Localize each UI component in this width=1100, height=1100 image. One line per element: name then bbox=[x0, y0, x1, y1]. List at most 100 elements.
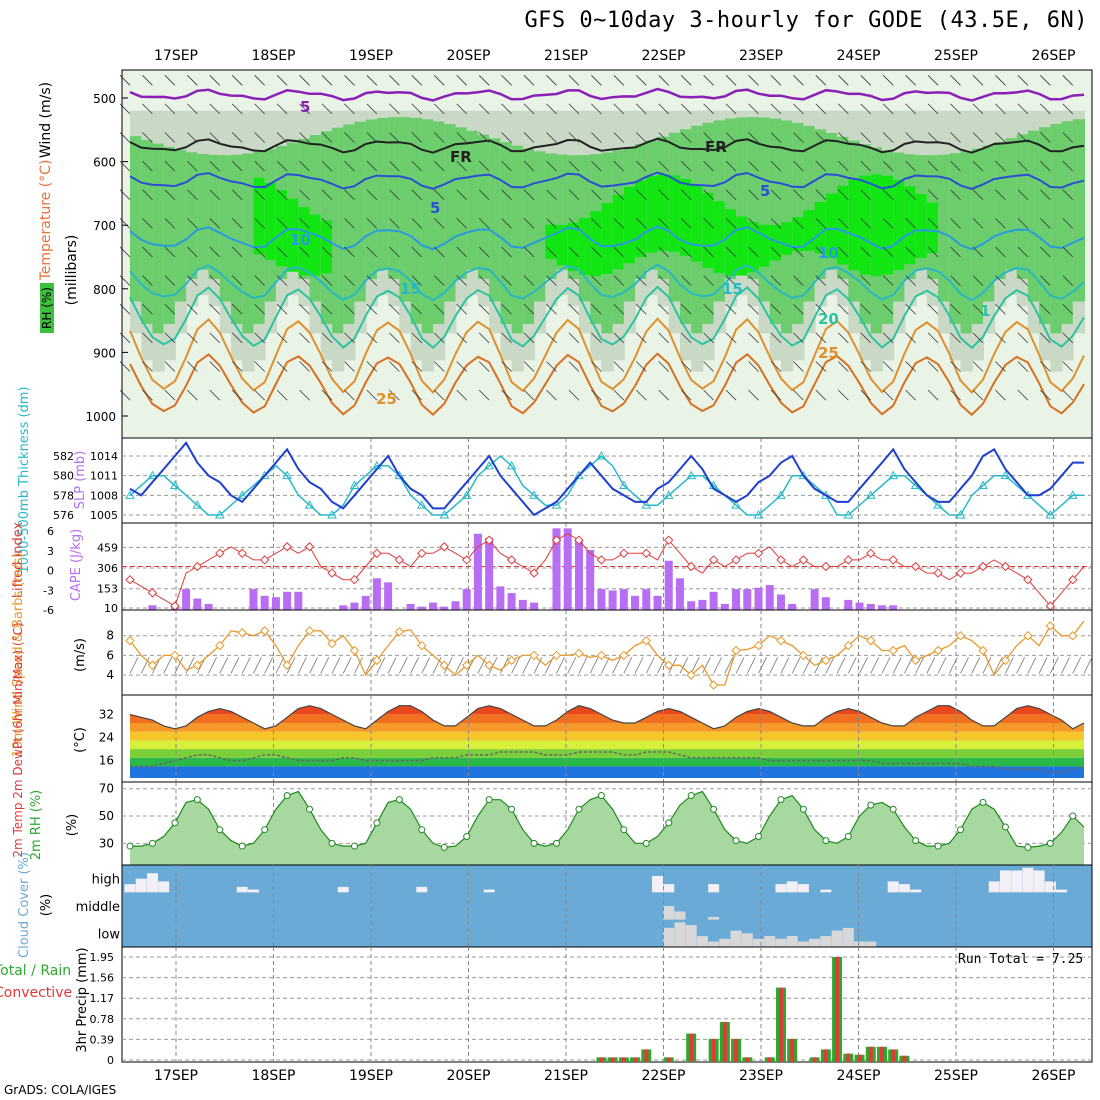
wind-barb bbox=[950, 74, 961, 86]
wind-barb bbox=[231, 361, 243, 372]
thickness-tick-label: 576 bbox=[53, 509, 74, 522]
wind-barb bbox=[546, 332, 557, 344]
wind-barb-10m bbox=[500, 657, 509, 674]
wind-barb bbox=[411, 189, 423, 201]
rh-point bbox=[979, 798, 987, 806]
rh-shade-80 bbox=[242, 153, 255, 334]
wind10-point bbox=[1000, 655, 1011, 666]
wind-barb bbox=[366, 218, 378, 229]
wind-barb bbox=[927, 160, 939, 172]
wind-barb bbox=[389, 246, 400, 258]
wind-barb bbox=[568, 275, 580, 286]
wind-barb-10m bbox=[780, 657, 790, 674]
rh-point bbox=[126, 842, 134, 850]
wind-barb bbox=[860, 74, 872, 86]
ua-ylabel-wind: Wind (m/s) bbox=[38, 82, 54, 158]
wind-barb bbox=[231, 303, 243, 315]
wind-barb-10m bbox=[758, 657, 767, 674]
thickness-point bbox=[170, 480, 180, 489]
cape-bar bbox=[193, 598, 202, 610]
date-label-top: 22SEP bbox=[642, 48, 686, 64]
wind-barb bbox=[591, 303, 602, 315]
wind-barb bbox=[950, 246, 961, 258]
date-label-top: 18SEP bbox=[252, 48, 296, 64]
precip-bar-convective bbox=[846, 1053, 851, 1062]
rh-shade-80 bbox=[208, 154, 221, 280]
rh-shade-80 bbox=[219, 155, 233, 302]
rh-shade-90 bbox=[758, 224, 771, 267]
wind-barb bbox=[164, 132, 176, 143]
rh-shade-80 bbox=[388, 117, 401, 280]
rh-shade-80 bbox=[197, 153, 210, 270]
cape-bar bbox=[271, 597, 280, 610]
wind10-point bbox=[529, 650, 539, 661]
precip-tick-label: 1.95 bbox=[90, 951, 115, 964]
cloud-bar-high bbox=[887, 881, 899, 893]
wind-barb bbox=[927, 303, 939, 315]
wind-barb bbox=[905, 275, 916, 286]
wind-barb-10m bbox=[163, 657, 173, 674]
cape-bar bbox=[518, 599, 527, 610]
pressure-tick-label: 600 bbox=[93, 156, 116, 170]
temp-band bbox=[130, 740, 1084, 750]
cloud-bar-high bbox=[797, 884, 809, 893]
rh-point bbox=[530, 839, 538, 847]
wind-barb-10m bbox=[1072, 657, 1082, 674]
wind-barb bbox=[478, 389, 490, 401]
wind-barb bbox=[815, 103, 827, 115]
cloud-bar-high bbox=[416, 886, 428, 893]
precip-bar-convective bbox=[722, 1021, 727, 1062]
wind-barb bbox=[231, 218, 243, 229]
cape-bar bbox=[182, 589, 191, 610]
wind10-point bbox=[394, 627, 405, 637]
cape-bar bbox=[597, 589, 606, 610]
thickness-point bbox=[461, 490, 472, 499]
thickness-point bbox=[1000, 470, 1011, 480]
lifted-point bbox=[843, 555, 854, 565]
rh-point bbox=[710, 805, 718, 813]
temperature-contour bbox=[129, 285, 1085, 350]
lifted-point bbox=[798, 555, 809, 565]
rh-shade-80 bbox=[174, 149, 188, 302]
wind-barb bbox=[433, 246, 445, 258]
date-label-top: 26SEP bbox=[1032, 48, 1076, 64]
wind-barb bbox=[209, 361, 221, 372]
wind-barb bbox=[770, 303, 782, 315]
rh-shade-90 bbox=[567, 222, 580, 272]
wind-barb bbox=[793, 246, 804, 258]
rh-point bbox=[620, 826, 628, 834]
wind-barb bbox=[950, 103, 961, 115]
wind-barb-10m bbox=[769, 657, 779, 674]
precip-bar-convective bbox=[868, 1046, 873, 1062]
lifted-point bbox=[978, 561, 988, 572]
thickness-point bbox=[259, 470, 270, 480]
date-label-bottom: 24SEP bbox=[837, 1068, 881, 1084]
wind-tick-label: 4 bbox=[106, 668, 114, 682]
wind10-point bbox=[1068, 631, 1078, 641]
wind-barb bbox=[703, 160, 714, 172]
wind-barb bbox=[635, 303, 647, 315]
wind-barb bbox=[725, 389, 737, 401]
contour-label: 5 bbox=[430, 199, 440, 217]
wind-barb bbox=[1062, 361, 1074, 372]
wind-barb bbox=[411, 103, 423, 115]
wind10-point bbox=[327, 638, 337, 649]
cloud-bar-high bbox=[1033, 870, 1045, 893]
wind-barb bbox=[456, 361, 467, 372]
wind-barb-10m bbox=[320, 657, 330, 674]
wind-barb bbox=[389, 74, 400, 86]
date-label-bottom: 18SEP bbox=[252, 1068, 296, 1084]
wind-barb-10m bbox=[601, 657, 610, 674]
wind-barb bbox=[411, 303, 423, 315]
thickness-tick-label: 582 bbox=[53, 450, 74, 463]
cape-bar bbox=[283, 591, 292, 610]
wind-barb bbox=[389, 103, 400, 115]
cloud-unit: (%) bbox=[39, 894, 54, 917]
date-label-bottom: 22SEP bbox=[642, 1068, 686, 1084]
wind-tick-label: 8 bbox=[106, 629, 114, 643]
wind-barb bbox=[680, 132, 692, 143]
rh-shade-90 bbox=[859, 175, 872, 275]
thickness-point bbox=[349, 480, 360, 489]
rh-point bbox=[373, 819, 381, 827]
slp-tick-label: 1014 bbox=[90, 450, 118, 463]
